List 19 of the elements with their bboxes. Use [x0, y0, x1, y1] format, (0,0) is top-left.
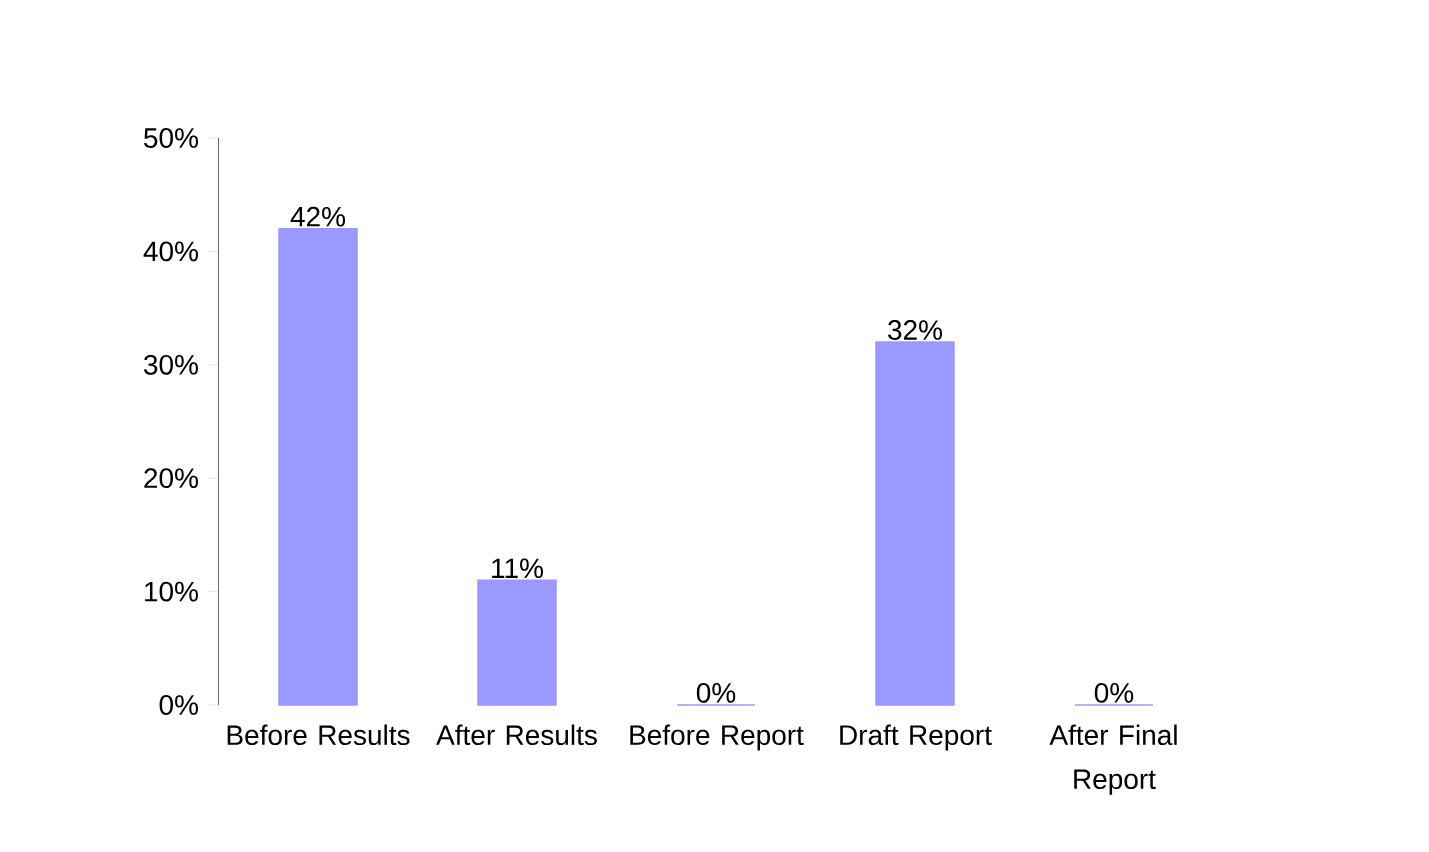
data-label: 0%	[696, 682, 736, 703]
y-tick-label: 10%	[145, 581, 198, 602]
x-tick-label: After Results	[436, 724, 597, 746]
x-tick-label: Draft Report	[840, 724, 992, 751]
y-tick-label: 30%	[143, 354, 198, 375]
bar	[477, 579, 557, 706]
y-tick-label: 20%	[144, 468, 198, 489]
y-tick-label: 0%	[159, 695, 198, 715]
x-tick-label: After Final Report	[1049, 724, 1177, 795]
data-label: 32%	[888, 320, 942, 340]
x-tick-label: Before Report	[630, 724, 804, 751]
bar	[875, 341, 955, 706]
y-tick-label: 50%	[144, 128, 198, 148]
x-tick-label: Before Results	[227, 724, 410, 746]
data-label: 0%	[1094, 682, 1134, 703]
bar	[278, 227, 358, 706]
y-tick-label: 40%	[143, 241, 198, 262]
data-label: 42%	[290, 206, 346, 227]
data-label: 11%	[492, 558, 543, 579]
